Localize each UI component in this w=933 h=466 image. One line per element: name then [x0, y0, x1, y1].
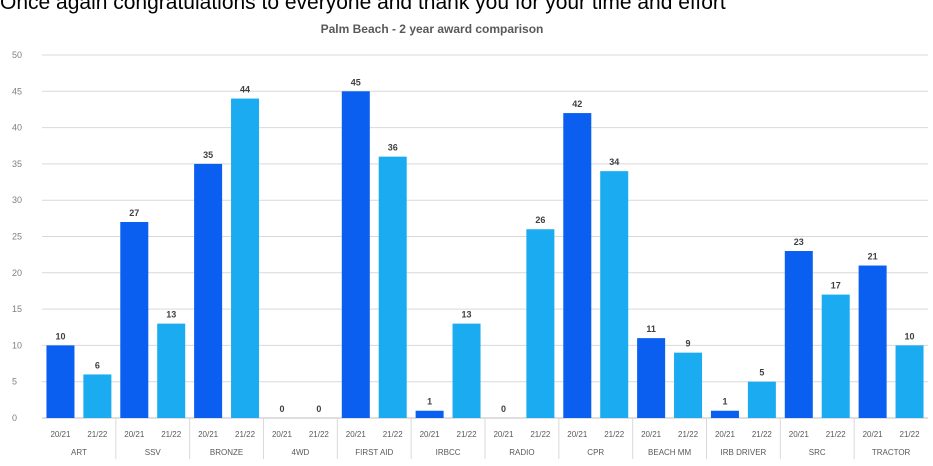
data-label: 5 [759, 368, 764, 378]
y-tick-label: 0 [12, 413, 17, 423]
bar [341, 91, 370, 419]
data-label: 6 [95, 360, 100, 370]
x-category-label: CPR [587, 448, 604, 457]
bar [784, 251, 813, 418]
x-sublabel: 20/21 [272, 430, 293, 439]
chart-title: Palm Beach - 2 year award comparison [321, 22, 544, 36]
y-tick-label: 5 [12, 377, 17, 387]
x-category-label: BEACH MM [648, 448, 691, 457]
caption-text: Once again congratulations to everyone a… [0, 0, 726, 14]
data-label: 34 [609, 157, 619, 167]
y-tick-label: 20 [12, 268, 22, 278]
data-label: 42 [572, 99, 582, 109]
x-sublabel: 20/21 [493, 430, 514, 439]
y-axis: 0 5 10 15 20 25 30 35 40 45 50 [12, 50, 22, 423]
x-sublabel: 20/21 [641, 430, 662, 439]
bar [83, 374, 112, 418]
x-category-label: SRC [809, 448, 826, 457]
bar [526, 229, 555, 418]
x-sublabel: 20/21 [124, 430, 145, 439]
bar [674, 352, 703, 418]
y-tick-label: 40 [12, 123, 22, 133]
data-label: 26 [535, 215, 545, 225]
bars: 10 6 27 13 35 44 0 0 45 36 1 13 0 26 42 34 11 9 1 5 23 17 21 10 [46, 77, 924, 419]
x-sublabel: 21/22 [752, 430, 773, 439]
data-label: 21 [868, 252, 878, 262]
x-sublabel: 20/21 [198, 430, 219, 439]
x-sublabel: 21/22 [457, 430, 478, 439]
data-label: 0 [279, 404, 284, 414]
x-sublabel: 21/22 [87, 430, 108, 439]
data-label: 13 [462, 310, 472, 320]
bar [858, 265, 887, 418]
data-label: 0 [316, 404, 321, 414]
bar [821, 294, 850, 418]
y-tick-label: 50 [12, 50, 22, 60]
bar [710, 410, 739, 418]
x-sublabel: 21/22 [309, 430, 330, 439]
x-sublabel: 21/22 [161, 430, 182, 439]
x-category-label: TRACTOR [872, 448, 911, 457]
bar [637, 338, 666, 418]
data-label: 27 [129, 208, 139, 218]
x-sublabel: 21/22 [235, 430, 256, 439]
x-sublabel: 20/21 [50, 430, 71, 439]
bar [120, 221, 149, 418]
data-label: 9 [686, 339, 691, 349]
data-label: 1 [427, 397, 432, 407]
x-sublabel: 20/21 [567, 430, 588, 439]
bar [747, 381, 776, 418]
x-category-label: 4WD [292, 448, 310, 457]
data-label: 35 [203, 150, 213, 160]
data-label: 44 [240, 85, 250, 95]
data-label: 23 [794, 237, 804, 247]
y-tick-label: 45 [12, 86, 22, 96]
data-label: 13 [166, 310, 176, 320]
x-sublabel: 20/21 [346, 430, 367, 439]
data-label: 36 [388, 143, 398, 153]
x-sublabel: 20/21 [420, 430, 441, 439]
data-label: 11 [646, 324, 656, 334]
bar [157, 323, 186, 418]
x-category-label: ART [71, 448, 87, 457]
x-sublabel: 20/21 [789, 430, 810, 439]
x-category-label: SSV [145, 448, 162, 457]
bar [378, 156, 407, 418]
x-category-label: IRBCC [436, 448, 461, 457]
x-category-label: IRB DRIVER [721, 448, 767, 457]
data-label: 17 [831, 281, 841, 291]
y-tick-label: 35 [12, 159, 22, 169]
x-sublabel: 21/22 [604, 430, 625, 439]
y-tick-label: 30 [12, 195, 22, 205]
x-sublabel: 21/22 [383, 430, 404, 439]
bar [600, 171, 629, 418]
x-category-label: BRONZE [210, 448, 243, 457]
y-tick-label: 10 [12, 340, 22, 350]
bar [563, 113, 592, 418]
x-category-label: RADIO [509, 448, 534, 457]
x-sublabel: 21/22 [900, 430, 921, 439]
data-label: 0 [501, 404, 506, 414]
data-label: 45 [351, 77, 361, 87]
x-sublabel: 21/22 [530, 430, 551, 439]
x-sublabel: 21/22 [826, 430, 847, 439]
x-sublabel: 20/21 [863, 430, 884, 439]
bar [194, 163, 223, 418]
bar [895, 345, 924, 418]
bar [46, 345, 75, 418]
bar [415, 410, 444, 418]
data-label: 1 [722, 397, 727, 407]
y-tick-label: 25 [12, 232, 22, 242]
bar [231, 98, 260, 418]
data-label: 10 [55, 331, 65, 341]
x-sublabel: 21/22 [678, 430, 699, 439]
x-sublabel: 20/21 [715, 430, 736, 439]
data-label: 10 [905, 331, 915, 341]
y-tick-label: 15 [12, 304, 22, 314]
x-category-label: FIRST AID [355, 448, 393, 457]
bar [452, 323, 481, 418]
